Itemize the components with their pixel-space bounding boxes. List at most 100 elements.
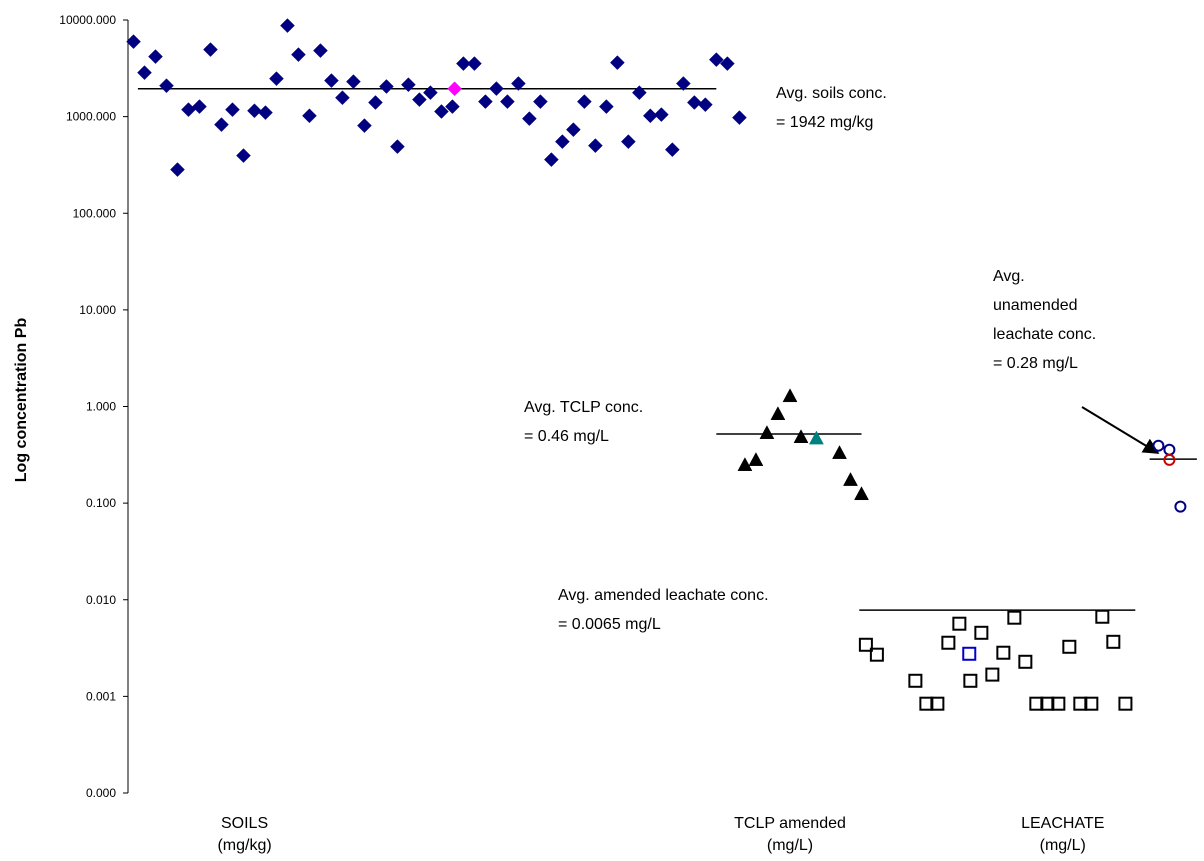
point xyxy=(1174,500,1187,513)
point xyxy=(697,97,713,113)
point xyxy=(236,148,251,163)
point xyxy=(664,142,680,158)
x-category-label: TCLP amended (mg/L) xyxy=(734,815,846,854)
point xyxy=(1040,696,1055,711)
point xyxy=(962,646,977,661)
point xyxy=(732,110,747,125)
annotation: Avg. unamended leachate conc. = 0.28 mg/L xyxy=(993,268,1096,372)
point xyxy=(974,625,989,640)
point xyxy=(456,56,471,71)
y-tick-label: 1000.000 xyxy=(66,110,116,124)
point xyxy=(588,138,603,153)
point xyxy=(941,635,956,650)
point xyxy=(181,102,196,118)
point xyxy=(423,85,438,101)
point xyxy=(1163,443,1176,456)
point xyxy=(1152,439,1165,452)
point xyxy=(170,162,185,177)
point xyxy=(478,94,493,109)
point xyxy=(1029,696,1044,711)
point xyxy=(621,134,636,149)
point xyxy=(533,94,548,109)
point xyxy=(930,696,945,711)
point xyxy=(522,111,537,126)
point xyxy=(632,85,647,101)
point xyxy=(280,18,295,33)
point xyxy=(1051,696,1066,711)
point xyxy=(566,122,581,138)
point xyxy=(500,94,515,109)
point xyxy=(808,430,824,445)
point xyxy=(1073,696,1088,711)
point xyxy=(447,81,462,97)
annotation-arrow xyxy=(1081,406,1160,454)
point xyxy=(1062,639,1077,654)
point xyxy=(313,43,328,58)
y-tick-label: 0.001 xyxy=(86,689,116,703)
point xyxy=(368,95,383,110)
point xyxy=(148,49,163,64)
point xyxy=(832,445,847,459)
point xyxy=(610,55,625,70)
point xyxy=(489,81,504,96)
point xyxy=(686,95,702,110)
point xyxy=(737,457,753,471)
point xyxy=(869,647,884,662)
point xyxy=(335,90,350,106)
y-tick-label: 0.100 xyxy=(86,496,116,510)
y-tick-label: 0.010 xyxy=(86,593,116,607)
point xyxy=(357,118,372,133)
point xyxy=(963,673,978,688)
point xyxy=(192,99,207,114)
y-tick-label: 0.000 xyxy=(86,786,116,800)
y-tick-label: 1.000 xyxy=(86,400,116,414)
point xyxy=(412,92,427,107)
point xyxy=(390,139,405,154)
y-tick-label: 10000.000 xyxy=(59,13,116,27)
point xyxy=(675,76,691,91)
point xyxy=(247,103,262,119)
point xyxy=(291,47,306,62)
point xyxy=(159,78,174,94)
point xyxy=(346,74,361,90)
point xyxy=(1084,696,1099,711)
annotation: Avg. amended leachate conc. = 0.0065 mg/L xyxy=(558,587,769,633)
point xyxy=(225,102,240,118)
point xyxy=(1007,610,1022,625)
point xyxy=(214,117,229,133)
point xyxy=(1163,453,1176,466)
point xyxy=(258,105,273,120)
point xyxy=(379,79,394,94)
point xyxy=(269,71,284,87)
point xyxy=(919,696,934,711)
point xyxy=(302,108,317,124)
y-tick-label: 100.000 xyxy=(73,206,117,220)
point xyxy=(854,486,869,501)
point xyxy=(996,645,1011,660)
point xyxy=(324,73,339,88)
point xyxy=(759,425,775,439)
point xyxy=(555,134,570,149)
annotation: Avg. soils conc. = 1942 mg/kg xyxy=(776,85,887,131)
point xyxy=(1106,634,1121,649)
point xyxy=(1095,609,1110,624)
point xyxy=(137,65,152,81)
point xyxy=(908,673,923,688)
point xyxy=(203,42,218,57)
point xyxy=(445,99,460,114)
point xyxy=(1018,654,1033,669)
point xyxy=(126,34,141,50)
point xyxy=(748,452,764,466)
point xyxy=(653,107,669,122)
x-category-label: SOILS (mg/kg) xyxy=(217,815,271,854)
point xyxy=(511,76,526,91)
point xyxy=(434,104,449,119)
point xyxy=(782,388,798,403)
x-category-label: LEACHATE (mg/L) xyxy=(1021,815,1104,854)
point xyxy=(467,56,482,71)
y-tick-label: 10.000 xyxy=(79,303,116,317)
point xyxy=(1118,696,1133,711)
point xyxy=(952,616,967,631)
point xyxy=(858,637,873,652)
